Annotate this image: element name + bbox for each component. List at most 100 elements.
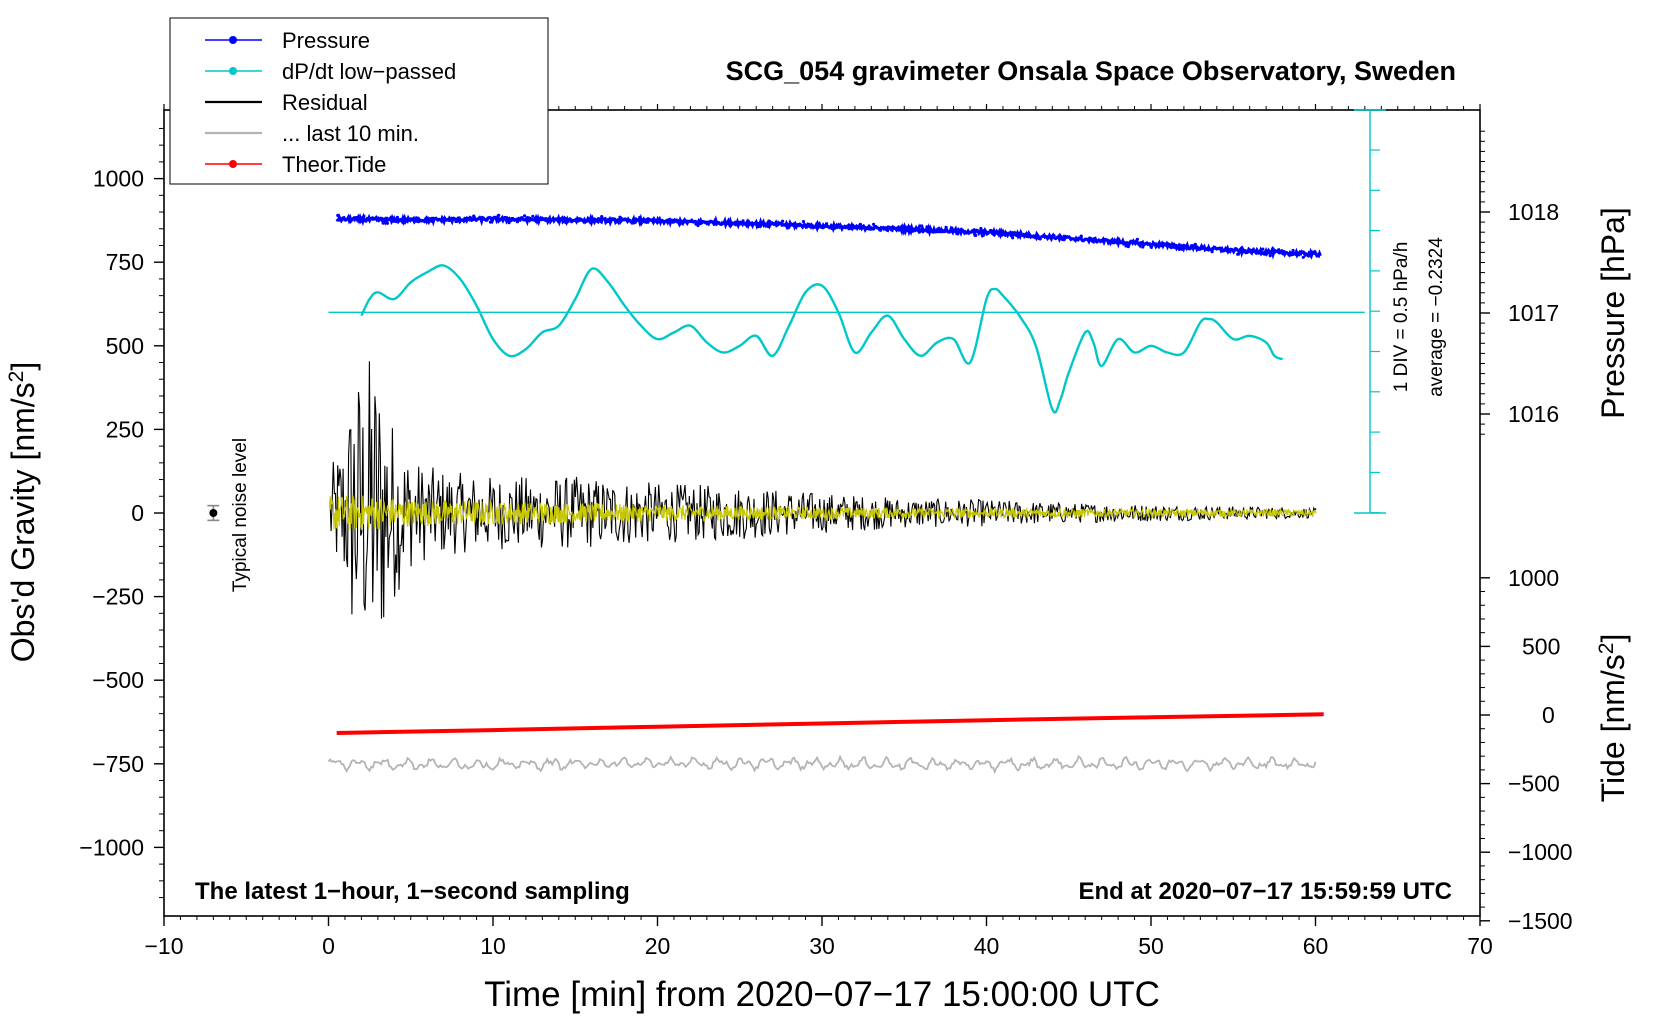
dpdt-series — [328, 264, 1365, 414]
tide-tick-label: 1000 — [1508, 565, 1559, 591]
pressure-dot — [642, 218, 646, 222]
pressure-dot — [1000, 233, 1004, 237]
pressure-dot — [496, 218, 500, 222]
pressure-dot — [1011, 236, 1015, 240]
pressure-dot — [1291, 248, 1295, 253]
pressure-dot — [696, 223, 700, 228]
legend-label-3: ... last 10 min. — [282, 121, 419, 146]
pressure-dot — [974, 233, 978, 237]
pressure-dot — [1124, 244, 1128, 248]
x-axis-label: Time [min] from 2020−07−17 15:00:00 UTC — [484, 975, 1160, 1014]
gravity-tick-label: 500 — [106, 333, 144, 359]
pressure-dot — [606, 219, 610, 224]
pressure-dot — [1254, 251, 1258, 255]
pressure-dot — [971, 229, 975, 234]
pressure-dot — [534, 216, 538, 220]
pressure-dot — [1189, 246, 1193, 250]
pressure-dot — [545, 217, 549, 222]
pressure-dot — [577, 217, 581, 221]
tide-tick-label: 0 — [1542, 702, 1555, 728]
pressure-dot — [919, 224, 923, 228]
dpdt-scale-label: 1 DIV = 0.5 hPa/h — [1391, 242, 1412, 393]
pressure-dot — [651, 220, 656, 224]
x-tick-label: 60 — [1303, 933, 1329, 959]
pressure-dot — [698, 221, 702, 226]
short-period-line — [329, 494, 1317, 531]
pressure-dot — [440, 218, 444, 223]
pressure-dot — [611, 217, 616, 221]
dpdt-line — [360, 264, 1284, 414]
pressure-dot — [713, 218, 717, 222]
pressure-dot — [768, 219, 772, 224]
pressure-dot — [1052, 234, 1056, 238]
pressure-dot — [362, 214, 366, 218]
pressure-dot — [523, 214, 527, 218]
pressure-dot — [570, 220, 574, 224]
pressure-series — [335, 212, 1322, 260]
pressure-dot — [1038, 237, 1042, 241]
pressure-dot — [746, 221, 750, 225]
pressure-dot — [830, 226, 834, 231]
tide-axis-label: Tide [nm/s2] — [1595, 634, 1632, 803]
pressure-dot — [785, 226, 790, 230]
dpdt-average-label: average = −0.2324 — [1426, 237, 1447, 397]
pressure-dot — [853, 226, 858, 230]
pressure-dot — [1262, 252, 1267, 256]
gravity-tick-label: 250 — [106, 416, 144, 442]
pressure-dot — [689, 219, 694, 224]
pressure-dot — [1011, 231, 1015, 235]
pressure-axis-label: Pressure [hPa] — [1595, 207, 1631, 419]
pressure-dot — [383, 221, 387, 225]
pressure-dot — [872, 222, 876, 226]
pressure-dot — [958, 230, 962, 234]
tide-axis-label-sup: 2 — [1595, 643, 1618, 655]
pressure-dot — [507, 217, 511, 221]
gravity-axis-label-sup: 2 — [5, 371, 28, 383]
pressure-dot — [1157, 241, 1161, 245]
pressure-dot — [956, 232, 960, 236]
pressure-dot — [1268, 254, 1272, 258]
pressure-dot — [1193, 242, 1197, 246]
legend-marker-4 — [229, 160, 237, 168]
pressure-dot — [1043, 235, 1047, 239]
pressure-dot — [1313, 250, 1317, 254]
tide-series — [336, 712, 1324, 735]
pressure-dot — [847, 227, 851, 231]
pressure-dot — [1210, 250, 1214, 254]
pressure-dot — [600, 215, 604, 219]
tide-tick-label: 500 — [1522, 633, 1560, 659]
noise-level-label: Typical noise level — [230, 438, 251, 592]
gravity-axis-label: Obs'd Gravity [nm/s2] — [5, 362, 42, 663]
legend: Pressure dP/dt low−passed Residual ... last… — [169, 17, 549, 185]
legend-label-0: Pressure — [282, 28, 370, 53]
tide-axis: −1500 −1000 −500 0 500 1000 — [1480, 565, 1573, 934]
pressure-dot — [454, 219, 458, 224]
dpdt-scale-bar — [1354, 109, 1386, 514]
pressure-dot — [801, 220, 806, 224]
pressure-dot — [385, 218, 389, 222]
short-period-residual-series — [329, 494, 1317, 531]
pressure-dot — [472, 214, 476, 218]
pressure-dot — [638, 222, 643, 226]
pressure-dot — [586, 218, 590, 222]
tide-line — [336, 712, 1324, 735]
legend-marker-1 — [229, 67, 237, 75]
x-tick-label: 0 — [322, 933, 335, 959]
pressure-dot — [1061, 238, 1065, 242]
pressure-dot — [1126, 245, 1130, 249]
pressure-dot — [1261, 247, 1265, 251]
pressure-dot — [1169, 245, 1173, 250]
pressure-dot — [1135, 237, 1139, 241]
gravity-axis-label-end: ] — [5, 362, 41, 371]
pressure-dot — [989, 228, 993, 233]
pressure-dot — [1177, 247, 1181, 251]
pressure-dot — [701, 220, 705, 224]
tide-tick-label: −1500 — [1508, 908, 1573, 934]
x-tick-label: 40 — [974, 933, 1000, 959]
tide-tick-label: −1000 — [1508, 839, 1573, 865]
tide-axis-label-end: ] — [1595, 634, 1631, 643]
x-axis: −10 0 10 20 30 40 50 60 70 — [144, 104, 1493, 959]
pressure-dot — [488, 220, 493, 224]
gravity-tick-label: −500 — [92, 667, 144, 693]
